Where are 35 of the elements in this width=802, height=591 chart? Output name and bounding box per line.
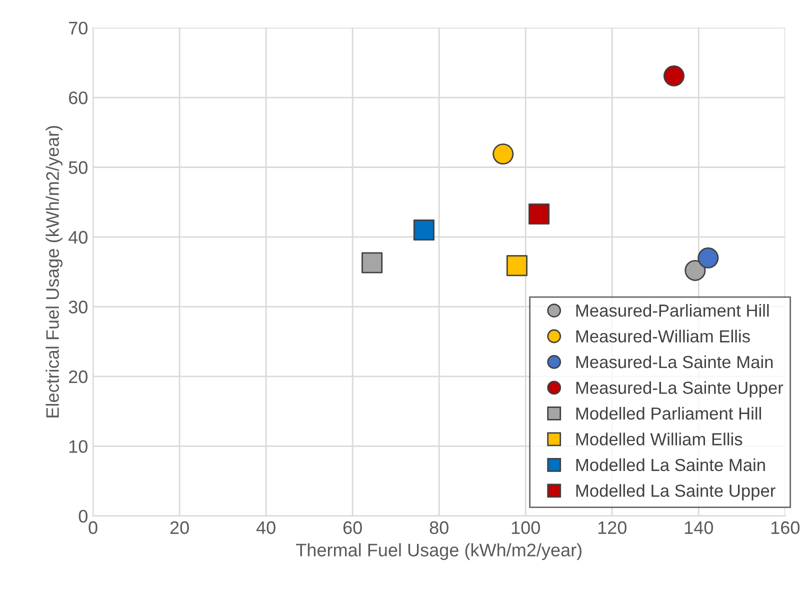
point bbox=[684, 260, 706, 281]
point bbox=[413, 220, 434, 241]
y-tick-label: 40 bbox=[68, 230, 88, 244]
y-tick-label: 10 bbox=[69, 440, 88, 453]
point bbox=[663, 65, 684, 86]
point bbox=[698, 247, 719, 268]
point bbox=[362, 252, 383, 274]
x-tick-label: 20 bbox=[170, 521, 189, 534]
x-tick-label: 60 bbox=[343, 521, 362, 534]
legend-label: Measured-William Ellis bbox=[576, 330, 750, 342]
legend-label: Measured-La Sainte Upper bbox=[576, 381, 784, 398]
x-tick-label: 0 bbox=[88, 521, 98, 534]
legend-label: Modelled La Sainte Upper bbox=[576, 484, 776, 500]
legend-label: Modelled La Sainte Main bbox=[576, 458, 765, 472]
x-tick-label: 160 bbox=[771, 521, 800, 534]
y-axis-title: Electrical Fuel Usage (kWh/m2/year) bbox=[46, 126, 63, 418]
y-tick-label: 20 bbox=[69, 370, 88, 384]
point bbox=[506, 255, 528, 276]
point bbox=[492, 143, 514, 165]
y-tick-label: 0 bbox=[78, 510, 88, 523]
x-tick-label: 140 bbox=[684, 521, 713, 534]
y-tick-label: 60 bbox=[69, 91, 88, 104]
legend-label: Modelled Parliament Hill bbox=[576, 406, 761, 420]
legend-label: Measured-La Sainte Main bbox=[576, 355, 773, 368]
legend-label: Modelled William Ellis bbox=[576, 432, 742, 446]
y-tick-label: 70 bbox=[69, 22, 88, 34]
x-tick-label: 100 bbox=[512, 521, 540, 534]
y-tick-label: 30 bbox=[68, 300, 88, 314]
x-tick-label: 40 bbox=[256, 521, 276, 534]
x-axis-title: Thermal Fuel Usage (kWh/m2/year) bbox=[296, 543, 582, 560]
legend-label: Measured-Parliament Hill bbox=[576, 304, 769, 317]
point bbox=[528, 203, 550, 224]
y-tick-label: 50 bbox=[68, 161, 88, 174]
x-tick-label: 120 bbox=[598, 521, 626, 534]
x-tick-label: 80 bbox=[430, 521, 448, 534]
